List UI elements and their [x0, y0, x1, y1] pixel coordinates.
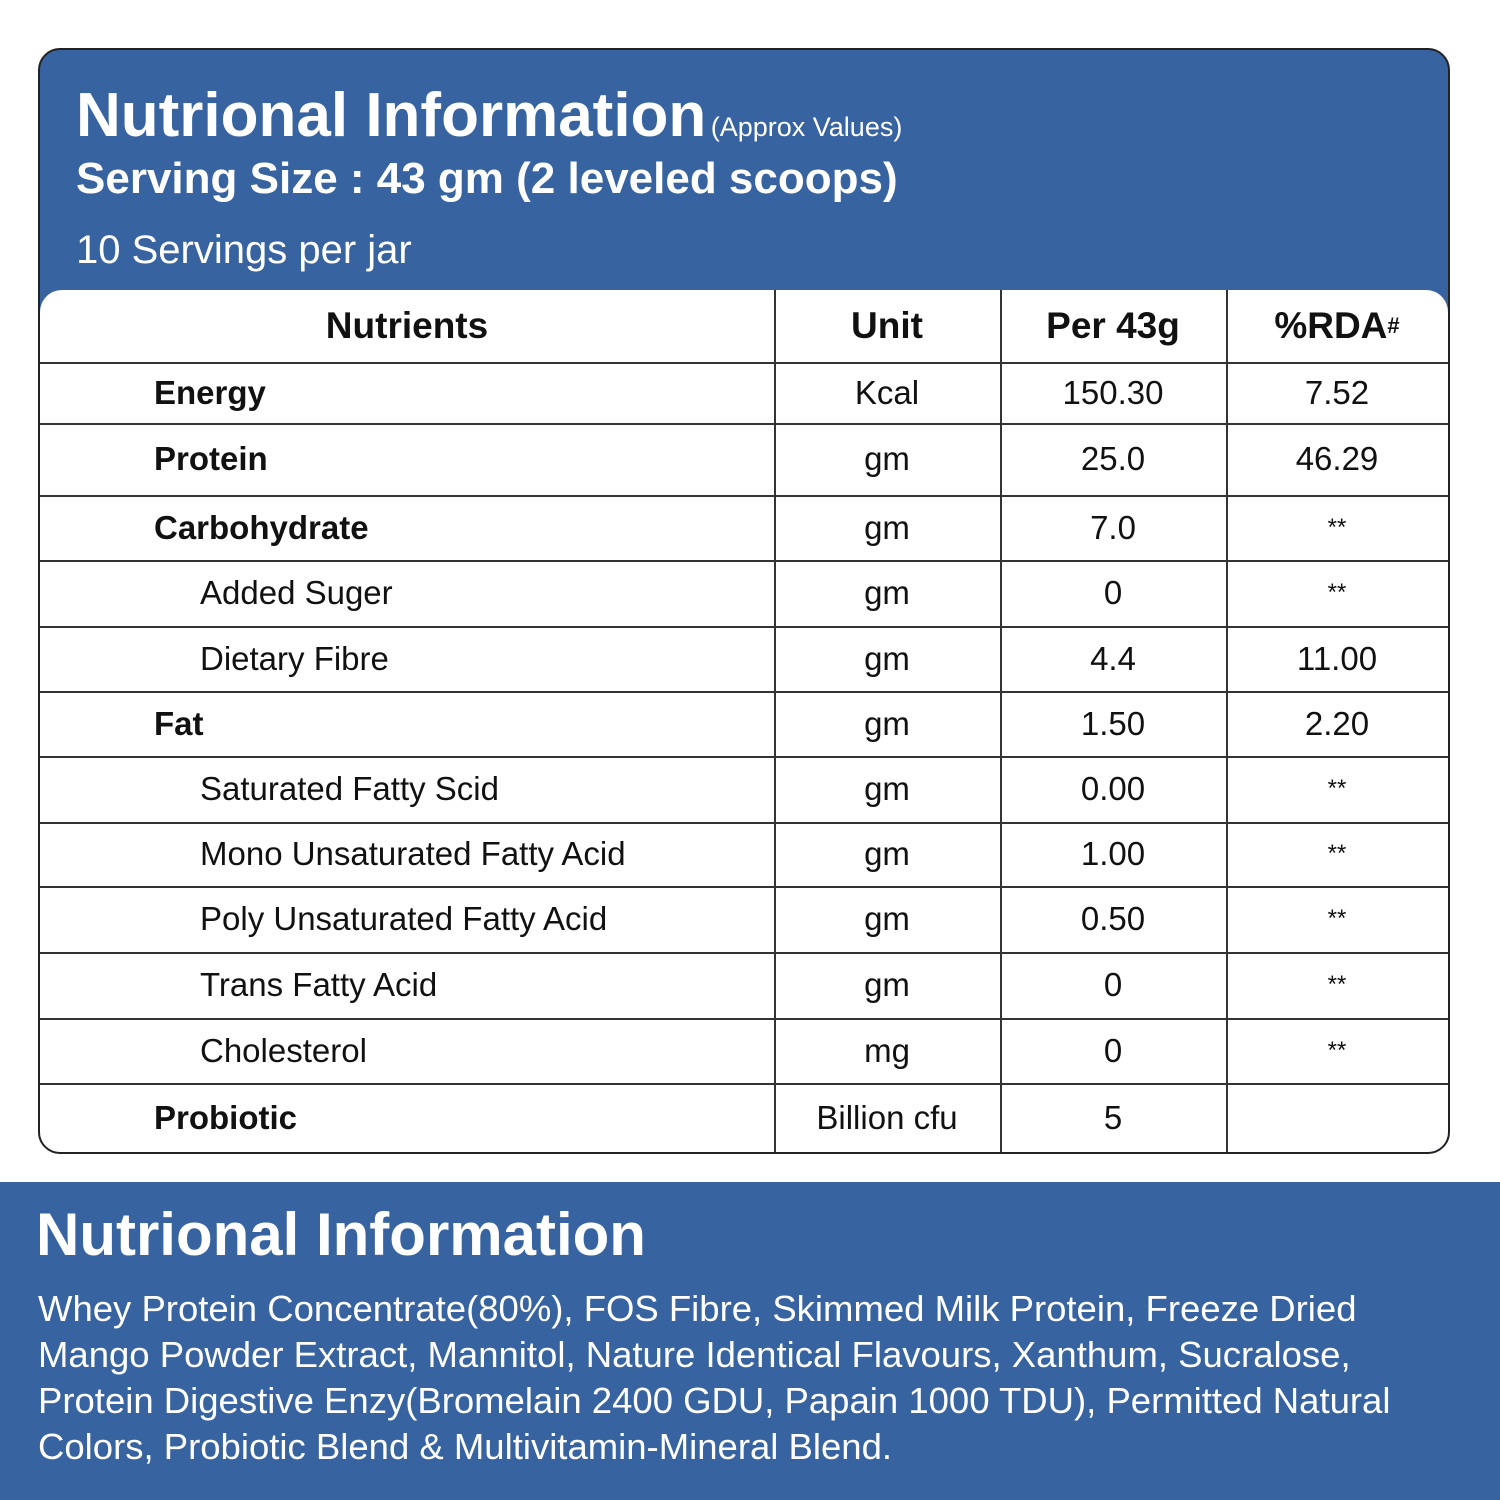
cell-per: 25.0: [1080, 440, 1146, 477]
nutrient-name: Saturated Fatty Scid: [200, 770, 499, 807]
cell-rda: **: [1327, 775, 1347, 802]
nutrient-name: Dietary Fibre: [200, 639, 389, 677]
nutrition-card: Nutrional Information (Approx Values) Se…: [38, 48, 1450, 1154]
cell-unit: gm: [864, 835, 910, 872]
footer: Nutrional Information Whey Protein Conce…: [0, 1182, 1500, 1500]
row-line: [40, 756, 1448, 758]
cell-rda: **: [1327, 840, 1347, 867]
row-line: [40, 822, 1448, 824]
nutrient-name: Protein: [154, 440, 268, 477]
cell-unit: Kcal: [854, 373, 920, 411]
table: Nutrients Unit Per 43g %RDA # Energy Kcal 150.3…: [40, 290, 1448, 1152]
column-line: [1226, 290, 1228, 1152]
cell-per: 7.0: [1090, 508, 1136, 546]
cell-per: 5: [1103, 1098, 1123, 1136]
nutrient-name: Poly Unsaturated Fatty Acid: [200, 900, 608, 937]
cell-per: 0: [1103, 1031, 1123, 1069]
cell-rda: **: [1327, 971, 1347, 998]
nutrient-name: Energy: [154, 373, 266, 411]
row-line: [40, 1083, 1448, 1085]
cell-rda: 7.52: [1304, 373, 1370, 411]
cell-unit: gm: [864, 704, 910, 742]
cell-unit: gm: [864, 508, 910, 546]
cell-per: 1.00: [1080, 835, 1146, 872]
column-header-text: %RDA: [1274, 305, 1388, 346]
cell-per: 1.50: [1080, 704, 1146, 742]
cell-rda: 46.29: [1295, 440, 1379, 477]
cell-unit: gm: [864, 440, 910, 477]
cell-per: 0.50: [1080, 900, 1146, 937]
cell-rda: **: [1327, 1036, 1347, 1064]
cell-per: 150.30: [1062, 373, 1164, 411]
row-line: [40, 560, 1448, 562]
row-line: [40, 691, 1448, 693]
cell-rda: 11.00: [1296, 639, 1378, 677]
column-header: Unit: [851, 305, 923, 346]
column-header: Nutrients: [325, 305, 489, 346]
cell-per: 4.4: [1090, 639, 1136, 677]
servings: 10 Servings per jar: [76, 228, 412, 272]
cell-per: 0: [1103, 574, 1123, 611]
nutrient-name: Carbohydrate: [154, 508, 369, 546]
serving-size: Serving Size : 43 gm (2 leveled scoops): [76, 154, 898, 203]
ingredients: Whey Protein Concentrate(80%), FOS Fibre…: [38, 1288, 1391, 1467]
note: (Approx Values): [710, 112, 903, 142]
header: Nutrional Information (Approx Values): [76, 80, 902, 151]
row-line: [40, 886, 1448, 888]
footer-title: Nutrional Information: [36, 1201, 646, 1268]
cell-unit: mg: [864, 1031, 910, 1069]
nutrient-name: Cholesterol: [200, 1031, 367, 1069]
row-line: [40, 362, 1448, 364]
cell-unit: gm: [864, 639, 910, 677]
cell-unit: Billion cfu: [816, 1098, 958, 1136]
cell-per: 0.00: [1080, 770, 1146, 807]
row-line: [40, 495, 1448, 497]
cell-rda: **: [1327, 579, 1347, 606]
nutrient-name: Mono Unsaturated Fatty Acid: [200, 835, 626, 872]
title: Nutrional Information: [76, 81, 707, 150]
column-header-mark: #: [1387, 313, 1400, 338]
column-header: %RDA #: [1226, 290, 1448, 362]
cell-rda: 2.20: [1304, 704, 1370, 742]
row-line: [40, 1018, 1448, 1020]
cell-unit: gm: [864, 900, 910, 937]
cell-rda: **: [1327, 905, 1347, 932]
nutrient-name: Trans Fatty Acid: [200, 966, 438, 1003]
column-header: Per 43g: [1046, 305, 1180, 346]
row-line: [40, 952, 1448, 954]
nutrient-name: Added Suger: [200, 574, 393, 611]
row-line: [40, 626, 1448, 628]
cell-unit: gm: [864, 966, 910, 1003]
cell-per: 0: [1103, 966, 1123, 1003]
row-line: [40, 423, 1448, 425]
nutrient-name: Probiotic: [154, 1098, 298, 1136]
cell-unit: gm: [864, 574, 910, 611]
cell-rda: **: [1327, 513, 1347, 541]
nutrient-name: Fat: [154, 704, 204, 742]
column-line: [1000, 290, 1002, 1152]
cell-unit: gm: [864, 770, 910, 807]
column-line: [774, 290, 776, 1152]
